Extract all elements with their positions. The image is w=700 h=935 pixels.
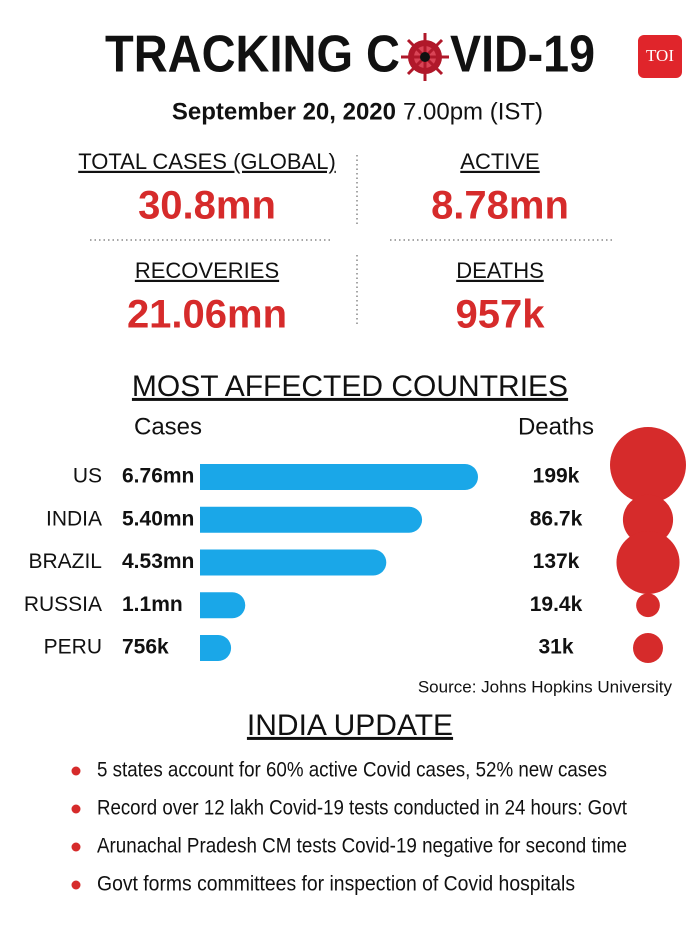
stat-value: 30.8mn bbox=[138, 184, 276, 228]
time: 7.00pm (IST) bbox=[403, 98, 543, 125]
category-label: US bbox=[73, 465, 102, 488]
category-label: BRAZIL bbox=[28, 550, 102, 573]
value-label: 5.40mn bbox=[122, 507, 194, 530]
death-bubble bbox=[636, 593, 660, 618]
title: TRACKING C bbox=[105, 26, 400, 84]
stat-value: 957k bbox=[456, 293, 546, 337]
update-item: Record over 12 lakh Covid-19 tests condu… bbox=[97, 797, 627, 820]
legend-entry: Cases bbox=[134, 413, 202, 440]
value-label: 756k bbox=[122, 636, 169, 659]
stat-value: 21.06mn bbox=[127, 293, 287, 337]
value-label: 86.7k bbox=[530, 507, 583, 530]
value-label: 137k bbox=[533, 550, 580, 573]
update-item: Arunachal Pradesh CM tests Covid-19 nega… bbox=[97, 835, 627, 858]
bar bbox=[200, 549, 387, 576]
value-label: 6.76mn bbox=[122, 465, 194, 488]
value-label: 31k bbox=[538, 636, 573, 659]
stat-label: DEATHS bbox=[456, 258, 544, 283]
value-label: 4.53mn bbox=[122, 550, 194, 573]
value-label: 1.1mn bbox=[122, 593, 183, 616]
bullet bbox=[71, 842, 81, 852]
virus-icon bbox=[401, 33, 449, 81]
value-label: 19.4k bbox=[530, 593, 583, 616]
bar bbox=[200, 464, 478, 490]
date: September 20, 2020 bbox=[172, 98, 396, 125]
death-bubble bbox=[610, 427, 686, 503]
update-item: 5 states account for 60% active Covid ca… bbox=[97, 759, 607, 782]
stat-value: 8.78mn bbox=[431, 184, 569, 228]
category-label: PERU bbox=[44, 636, 102, 659]
chart-title: MOST AFFECTED COUNTRIES bbox=[132, 370, 568, 403]
source: Source: Johns Hopkins University bbox=[418, 677, 673, 696]
bar bbox=[200, 592, 246, 619]
death-bubble bbox=[616, 530, 680, 595]
death-bubble bbox=[633, 633, 663, 663]
title: VID-19 bbox=[450, 26, 595, 84]
stat-label: ACTIVE bbox=[460, 149, 539, 174]
category-label: RUSSIA bbox=[24, 593, 102, 616]
value-label: 199k bbox=[533, 465, 580, 488]
bar bbox=[200, 635, 232, 661]
category-label: INDIA bbox=[46, 507, 102, 530]
update-item: Govt forms committees for inspection of … bbox=[97, 873, 575, 896]
legend-entry: Deaths bbox=[518, 413, 594, 440]
stat-label: RECOVERIES bbox=[135, 258, 279, 283]
bullet bbox=[71, 766, 81, 776]
death-bubble bbox=[622, 494, 674, 545]
logo: TOI bbox=[646, 46, 674, 65]
dividers bbox=[90, 155, 612, 325]
bar bbox=[200, 506, 423, 533]
logo-box bbox=[638, 35, 682, 78]
stat-label: TOTAL CASES (GLOBAL) bbox=[78, 149, 336, 174]
bullet bbox=[71, 804, 81, 814]
bullet bbox=[71, 880, 81, 890]
section-title: INDIA UPDATE bbox=[247, 709, 453, 742]
